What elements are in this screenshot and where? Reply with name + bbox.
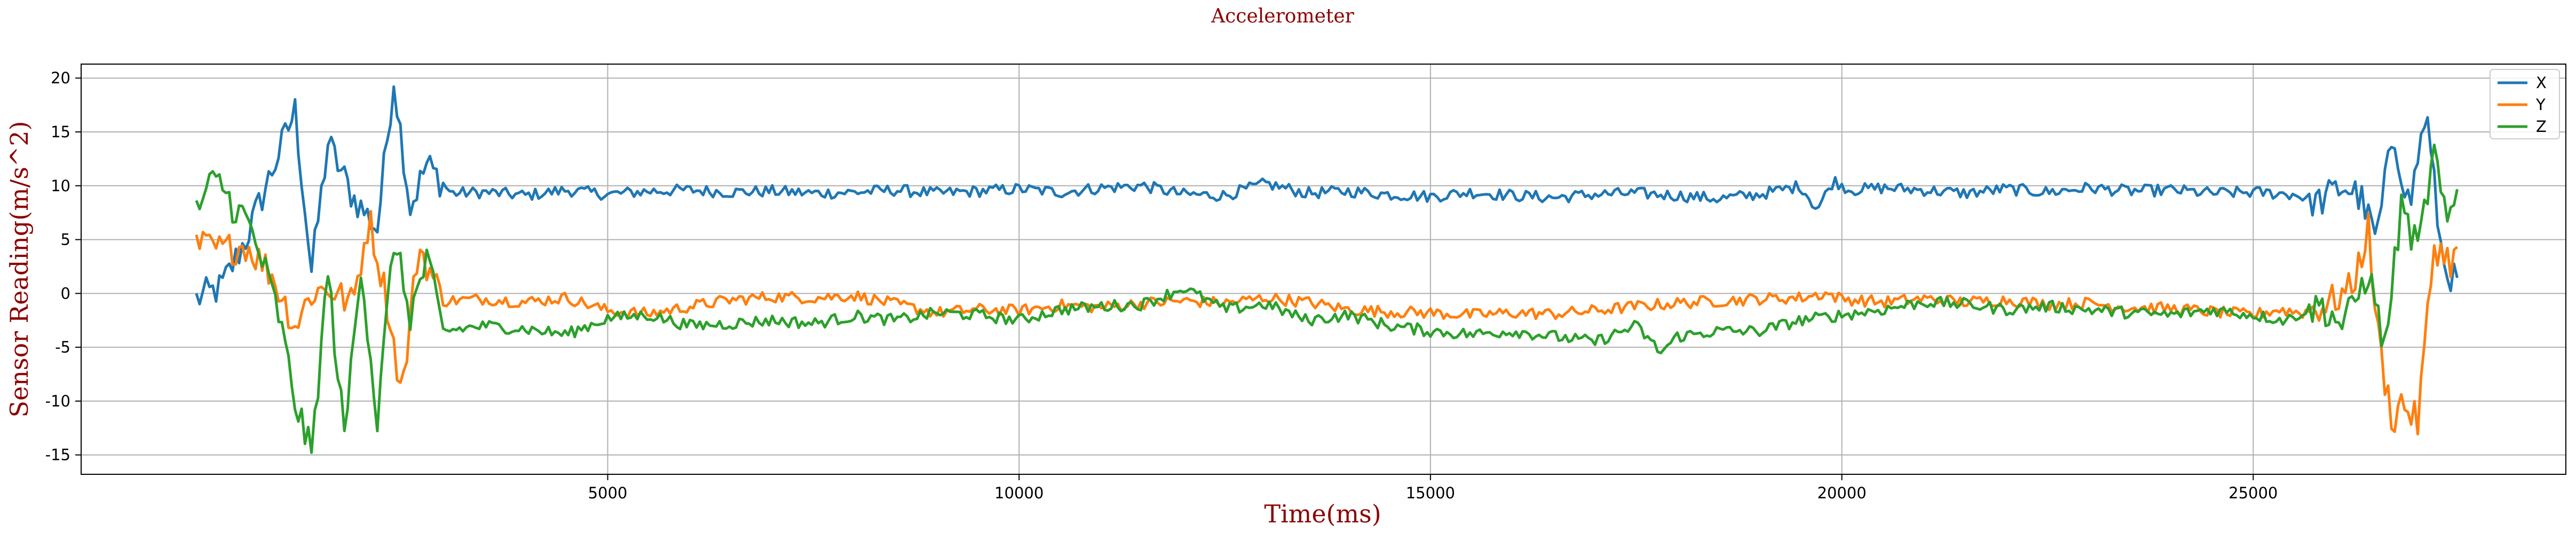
y-tick-label: 20 [51,69,70,87]
plot-frame [81,64,2566,475]
y-tick-label: -10 [45,392,70,410]
series-line-z [195,143,2459,454]
y-tick-label: -15 [45,446,70,464]
y-tick-label: 15 [51,123,70,141]
x-tick-label: 15000 [1406,484,1455,502]
chart-title: Accelerometer [1211,5,1355,27]
x-tick-label: 20000 [1817,484,1866,502]
x-tick-label: 10000 [994,484,1044,502]
plot-area [81,64,2566,474]
x-tick-label: 5000 [588,484,628,502]
y-axis-label: Sensor Reading(m/s^2) [5,121,34,417]
series-line-x [195,85,2459,306]
y-tick-label: -5 [55,338,70,356]
legend: XYZ [2490,69,2560,139]
legend-label-x: X [2536,74,2547,92]
legend-label-z: Z [2536,118,2547,136]
legend-label-y: Y [2535,96,2546,114]
ticks: 5000 10000 15000 20000 25000 -15 -10 -5 0 5 10 15 20 [45,69,2278,502]
y-tick-label: 5 [61,231,70,249]
y-tick-label: 0 [61,284,70,302]
series-lines [195,85,2459,454]
y-tick-label: 10 [51,177,70,195]
x-tick-label: 25000 [2229,484,2278,502]
x-axis-label: Time(ms) [1264,499,1381,528]
